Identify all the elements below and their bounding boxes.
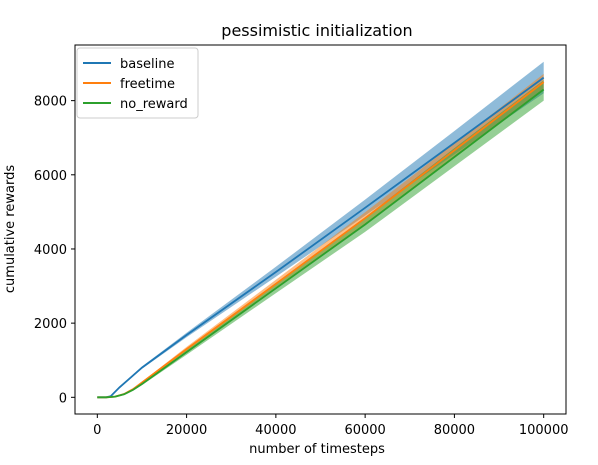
- y-tick-label: 2000: [34, 317, 67, 332]
- chart-title: pessimistic initialization: [221, 21, 412, 40]
- y-tick-label: 4000: [34, 243, 67, 258]
- legend-label: freetime: [120, 77, 175, 92]
- legend-box: [76, 47, 199, 119]
- x-tick-label: 80000: [434, 423, 475, 438]
- y-axis-label: cumulative rewards: [3, 165, 18, 293]
- y-tick-label: 6000: [34, 169, 67, 184]
- x-axis: 0 20000 40000 60000 80000 100000: [93, 414, 569, 438]
- plot-area-frame: [74, 44, 567, 415]
- legend-label: baseline: [120, 57, 174, 72]
- x-tick-label: 20000: [166, 423, 207, 438]
- y-tick-label: 0: [59, 391, 67, 406]
- legend: baseline freetime no_reward: [76, 47, 199, 119]
- x-tick-label: 40000: [255, 423, 296, 438]
- y-axis: 0 2000 4000 6000 8000: [34, 95, 75, 406]
- series-lines: [97, 76, 545, 399]
- y-tick-label: 8000: [34, 95, 67, 110]
- x-tick-label: 100000: [519, 423, 569, 438]
- line-no_reward: [97, 88, 545, 399]
- x-tick-label: 60000: [344, 423, 385, 438]
- legend-label: no_reward: [120, 97, 188, 112]
- x-tick-label: 0: [93, 423, 101, 438]
- x-axis-label: number of timesteps: [249, 442, 385, 457]
